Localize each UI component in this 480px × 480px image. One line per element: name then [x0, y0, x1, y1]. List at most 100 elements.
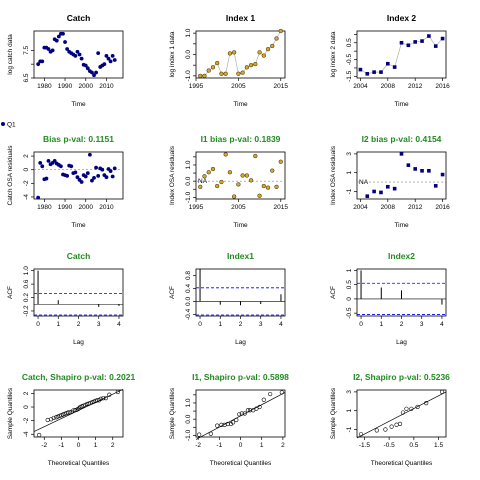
data-point [433, 44, 438, 48]
y-tick-label: -1.0 [185, 429, 192, 441]
data-point [240, 173, 245, 178]
x-tick-label: 1 [379, 321, 383, 328]
y-tick-label: -1.5 [346, 70, 353, 82]
panel-title: I1, Shapiro p-val: 0.5898 [192, 372, 289, 382]
panel-title: I2 bias p-val: 0.4154 [362, 134, 442, 144]
data-point [383, 427, 388, 432]
data-point [278, 159, 283, 164]
x-tick-label: 2 [111, 442, 115, 449]
data-point [90, 70, 94, 75]
plot-frame [356, 389, 447, 438]
panel-1: Catch 1980 1990 2000 2010 6.5 7.5 Time log catch… [7, 13, 124, 108]
x-tick-label: 4 [117, 321, 121, 328]
panel-7: Catch 0 1 2 3 4 -0.2 0.2 0.6 1.0 Lag ACF [7, 251, 124, 346]
x-tick-label: 2000 [79, 204, 94, 211]
data-point [433, 184, 438, 188]
legend: Q1 [1, 122, 16, 129]
data-point [223, 71, 228, 76]
x-axis-label: Theoretical Quantiles [48, 460, 110, 467]
data-point [265, 185, 271, 190]
y-tick-label: 1.0 [185, 160, 192, 169]
y-tick-label: -0.4 [185, 308, 192, 320]
panel-8: Index1 0 1 2 3 4 -0.4 0.0 0.4 0.8 Lag ACF [169, 251, 286, 346]
data-point [50, 48, 55, 53]
data-point [253, 153, 258, 159]
data-point [36, 195, 41, 200]
x-tick-label: 0 [198, 321, 202, 328]
y-axis-label: Catch OSA residuals [7, 145, 14, 206]
x-tick-label: 2004 [353, 204, 368, 211]
data-point [83, 63, 88, 68]
data-point [358, 67, 363, 72]
x-tick-label: 2008 [381, 83, 396, 90]
data-point [261, 183, 266, 189]
data-point [85, 171, 90, 176]
data-point [92, 73, 96, 78]
x-tick-label: -2 [195, 442, 201, 449]
data-point [413, 167, 417, 171]
y-tick-label: 0.6 [23, 279, 30, 288]
data-point [223, 152, 228, 157]
x-tick-label: 1.5 [434, 442, 443, 449]
x-tick-label: 1990 [58, 83, 73, 90]
x-tick-label: 1995 [189, 204, 204, 211]
data-point [75, 175, 80, 180]
data-point [45, 417, 50, 423]
x-tick-label: 0.5 [409, 442, 418, 449]
data-point [104, 53, 109, 58]
data-point [389, 424, 394, 429]
data-point [397, 421, 403, 426]
data-point [49, 417, 54, 422]
y-tick-label: 1.0 [23, 266, 30, 275]
y-tick-label: -1 [346, 188, 353, 194]
x-tick-label: -0.5 [384, 442, 396, 449]
y-tick-label: -1.0 [185, 191, 192, 203]
data-point [108, 59, 113, 64]
data-point [261, 53, 266, 58]
data-point [206, 68, 211, 73]
data-point [54, 38, 59, 43]
data-point [404, 406, 409, 411]
data-point [106, 56, 111, 61]
panel-3: Index 2 2004 2008 2012 2016 -1.5 -0.5 0.5 Time lo… [330, 13, 450, 108]
data-point [251, 408, 256, 413]
data-point [274, 184, 279, 189]
data-point [202, 174, 207, 179]
panel-title: Index 1 [226, 13, 256, 23]
data-point [85, 66, 90, 71]
data-point [94, 165, 98, 170]
x-tick-label: 2005 [231, 83, 246, 90]
data-point [77, 52, 82, 57]
data-point [365, 194, 370, 198]
data-point [257, 404, 262, 410]
data-point [202, 73, 207, 78]
data-point [59, 164, 63, 169]
data-point [90, 178, 94, 183]
y-tick-label: 1.0 [185, 398, 192, 407]
y-tick-label: -1.0 [185, 70, 192, 82]
x-tick-label: 1995 [189, 83, 204, 90]
x-tick-label: 2 [281, 442, 285, 449]
data-point [406, 43, 411, 48]
x-axis-label: Time [71, 101, 86, 108]
data-point [278, 28, 283, 34]
y-tick-label: 0.4 [185, 284, 192, 293]
panel-title: I1 bias p-val: 0.1839 [201, 134, 281, 144]
x-tick-label: 2016 [435, 204, 450, 211]
data-point [358, 432, 364, 437]
data-point [386, 184, 390, 189]
data-point [413, 40, 417, 44]
data-point [108, 169, 113, 173]
panel-4: Bias p-val: 0.1151 1980 1990 2000 2010 -4 -2 0 2… [7, 134, 124, 229]
data-point [270, 43, 275, 49]
plot-frame [33, 30, 124, 79]
legend-label: Q1 [7, 122, 16, 129]
data-point [409, 406, 414, 411]
plot-frame [33, 389, 124, 438]
y-tick-label: 0.5 [346, 280, 353, 289]
data-point [76, 406, 82, 411]
y-axis-label: ACF [169, 286, 176, 299]
data-point [65, 173, 70, 178]
x-tick-label: 3 [97, 321, 101, 328]
